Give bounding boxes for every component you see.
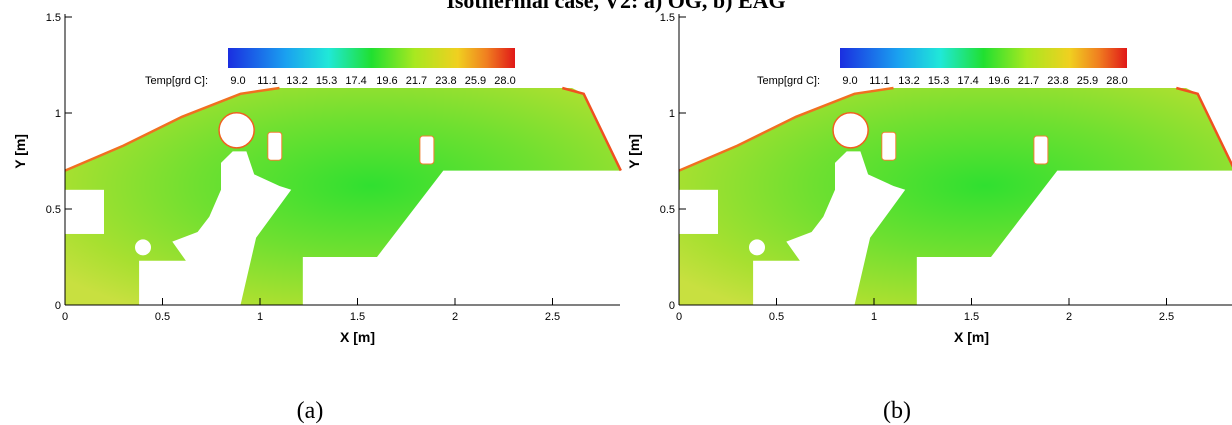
colorbar-tick-label: 13.2 <box>286 75 307 87</box>
colorbar-tick-label: 15.3 <box>928 75 949 87</box>
dashboard-box <box>679 189 718 234</box>
panel: 0 0.5 1 1.5 2 2.5 0 0.5 1 1.5 X [m] Y [m] Temp[grd C… <box>626 12 1232 424</box>
warm-edge <box>678 86 894 172</box>
colorbar-tick-label: 15.3 <box>316 75 337 87</box>
y-tick-label: 1.5 <box>46 12 61 24</box>
colorbar <box>228 48 515 68</box>
y-tick-label: 0 <box>55 300 61 312</box>
y-tick-label: 1 <box>55 108 61 120</box>
y-axis-label: Y [m] <box>626 134 642 169</box>
panel: 0 0.5 1 1.5 2 2.5 0 0.5 1 1.5 X [m] Y [m] Temp[grd C… <box>12 12 622 424</box>
colorbar-tick-label: 21.7 <box>1018 75 1039 87</box>
occupant-head <box>832 111 869 149</box>
x-tick-label: 1 <box>257 311 263 323</box>
colorbar-tick-label: 11.1 <box>257 75 278 87</box>
x-tick-label: 2 <box>452 311 458 323</box>
y-tick-label: 0.5 <box>46 204 61 216</box>
colorbar <box>840 48 1127 68</box>
colorbar-tick-label: 28.0 <box>494 75 515 87</box>
occupant-head <box>218 111 255 149</box>
colorbar-tick-label: 21.7 <box>406 75 427 87</box>
headrest <box>267 131 283 161</box>
colorbar-tick-label: 25.9 <box>1077 75 1098 87</box>
warm-edge <box>1175 86 1232 168</box>
x-tick-label: 0.5 <box>155 311 170 323</box>
colorbar-tick-label: 19.6 <box>988 75 1009 87</box>
colorbar-label: Temp[grd C]: <box>757 75 820 87</box>
colorbar-tick-label: 9.0 <box>230 75 245 87</box>
warm-edge <box>561 86 622 172</box>
y-tick-label: 1.5 <box>660 12 675 24</box>
x-axis-label: X [m] <box>340 329 375 345</box>
y-axis-label: Y [m] <box>12 134 28 169</box>
x-tick-label: 2.5 <box>545 311 560 323</box>
colorbar-tick-label: 19.6 <box>376 75 397 87</box>
rear-seat <box>302 257 379 306</box>
y-tick-label: 0.5 <box>660 204 675 216</box>
steering-wheel <box>135 239 151 256</box>
colorbar-tick-label: 28.0 <box>1106 75 1127 87</box>
x-tick-label: 2.5 <box>1159 311 1174 323</box>
x-tick-label: 0.5 <box>769 311 784 323</box>
y-tick-label: 1 <box>669 108 675 120</box>
x-tick-label: 1 <box>871 311 877 323</box>
colorbar-label: Temp[grd C]: <box>145 75 208 87</box>
dashboard-box <box>65 189 104 234</box>
colorbar-tick-label: 9.0 <box>842 75 857 87</box>
headrest <box>419 135 435 165</box>
panel-caption: (b) <box>883 398 911 424</box>
steering-wheel <box>749 239 765 256</box>
x-axis-label: X [m] <box>954 329 989 345</box>
colorbar-tick-label: 17.4 <box>345 75 366 87</box>
warm-edge <box>64 86 280 172</box>
x-tick-label: 1.5 <box>350 311 365 323</box>
x-tick-label: 0 <box>676 311 682 323</box>
panel-caption: (a) <box>297 398 324 424</box>
colorbar-tick-label: 25.9 <box>465 75 486 87</box>
colorbar-tick-label: 13.2 <box>898 75 919 87</box>
colorbar-tick-label: 11.1 <box>869 75 890 87</box>
figure-title: Isothermal case, V2: a) OG, b) EAG <box>446 0 785 13</box>
occupant-seat <box>139 151 292 305</box>
x-tick-label: 1.5 <box>964 311 979 323</box>
x-tick-label: 0 <box>62 311 68 323</box>
colorbar-tick-label: 17.4 <box>957 75 978 87</box>
occupant-seat <box>753 151 906 305</box>
colorbar-tick-label: 23.8 <box>1047 75 1068 87</box>
headrest <box>1033 135 1049 165</box>
headrest <box>881 131 897 161</box>
colorbar-tick-label: 23.8 <box>435 75 456 87</box>
x-tick-label: 2 <box>1066 311 1072 323</box>
rear-seat <box>916 257 993 306</box>
y-tick-label: 0 <box>669 300 675 312</box>
